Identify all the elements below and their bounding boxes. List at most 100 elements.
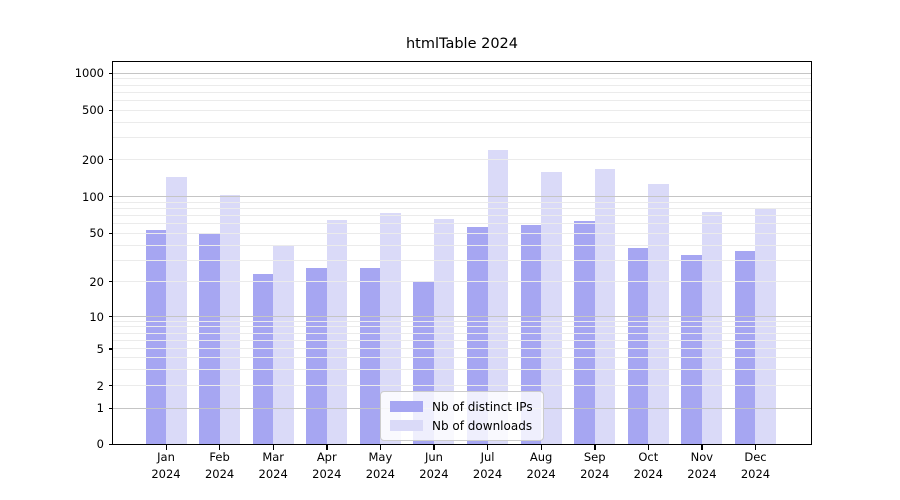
bar-downloads-may bbox=[380, 212, 401, 444]
minor-gridline bbox=[113, 91, 811, 93]
x-axis-tick-label: Aug 2024 bbox=[526, 450, 556, 481]
x-axis-tickmark bbox=[594, 445, 596, 450]
legend-item-downloads: Nb of downloads bbox=[390, 416, 533, 435]
x-axis-tick-label: Sep 2024 bbox=[580, 450, 610, 481]
major-gridline bbox=[113, 316, 811, 317]
minor-gridline bbox=[113, 109, 811, 111]
bar-distinct-ips-sep bbox=[574, 221, 595, 444]
y-axis-tickmark bbox=[108, 348, 113, 350]
x-axis-tick-label: Mar 2024 bbox=[258, 450, 288, 481]
y-axis-tickmark bbox=[108, 316, 113, 318]
minor-gridline bbox=[113, 84, 811, 86]
minor-gridline bbox=[113, 357, 811, 359]
x-axis-tickmark bbox=[272, 445, 274, 450]
x-axis-tick-label: Feb 2024 bbox=[204, 450, 235, 481]
x-axis-tickmark bbox=[647, 445, 650, 450]
minor-gridline bbox=[113, 320, 811, 322]
minor-gridline bbox=[113, 368, 811, 370]
minor-gridline bbox=[113, 326, 811, 328]
y-axis-tickmark bbox=[108, 443, 113, 445]
minor-gridline bbox=[113, 281, 811, 283]
bar-downloads-sep bbox=[594, 169, 616, 444]
bar-downloads-oct bbox=[648, 184, 669, 444]
minor-gridline bbox=[113, 244, 811, 246]
x-axis-tickmark bbox=[754, 445, 757, 450]
x-axis-tick-label: Jul 2024 bbox=[472, 450, 503, 481]
y-axis-tickmark bbox=[108, 232, 113, 235]
y-axis-tick-label: 0 bbox=[96, 437, 104, 451]
minor-gridline bbox=[113, 99, 811, 101]
legend-swatch-distinct-ips bbox=[390, 401, 423, 412]
minor-gridline bbox=[113, 201, 811, 203]
x-axis-tick-label: Dec 2024 bbox=[740, 450, 771, 481]
minor-gridline bbox=[113, 207, 811, 209]
x-axis-tickmark bbox=[433, 445, 435, 450]
y-axis-tick-label: 500 bbox=[82, 103, 104, 117]
minor-gridline bbox=[113, 259, 811, 261]
bar-distinct-ips-oct bbox=[627, 247, 649, 444]
legend-label-downloads: Nb of downloads bbox=[432, 418, 533, 433]
bar-downloads-jan bbox=[166, 176, 187, 444]
minor-gridline bbox=[113, 339, 811, 341]
y-axis-tickmark bbox=[108, 281, 113, 283]
y-axis-tickmark bbox=[108, 196, 113, 198]
bar-distinct-ips-nov bbox=[681, 255, 702, 444]
bar-distinct-ips-apr bbox=[306, 267, 327, 444]
minor-gridline bbox=[113, 223, 811, 225]
bar-distinct-ips-feb bbox=[199, 234, 220, 444]
x-axis-tick-label: May 2024 bbox=[365, 450, 395, 481]
y-axis-tickmark bbox=[108, 109, 113, 111]
bar-distinct-ips-may bbox=[359, 267, 381, 444]
minor-gridline bbox=[113, 215, 811, 217]
y-axis-tick-label: 2 bbox=[96, 378, 104, 393]
bar-downloads-nov bbox=[701, 211, 723, 444]
x-axis-tickmark bbox=[540, 445, 542, 450]
y-axis-tickmark bbox=[108, 385, 113, 387]
legend-label-distinct-ips: Nb of distinct IPs bbox=[432, 399, 533, 414]
x-axis-tickmark bbox=[165, 445, 167, 450]
bar-distinct-ips-aug bbox=[520, 225, 542, 444]
bar-distinct-ips-jan bbox=[145, 230, 166, 444]
x-axis-tickmark bbox=[487, 445, 489, 450]
minor-gridline bbox=[113, 385, 811, 386]
bar-downloads-jun bbox=[433, 218, 455, 444]
legend: Nb of distinct IPs Nb of downloads bbox=[380, 391, 544, 441]
minor-gridline bbox=[113, 137, 811, 139]
bar-downloads-aug bbox=[541, 171, 562, 444]
x-axis-tickmark bbox=[379, 445, 382, 450]
minor-gridline bbox=[113, 332, 811, 334]
x-axis-tickmark bbox=[701, 445, 703, 450]
y-axis-tick-label: 5 bbox=[96, 341, 104, 356]
y-axis-tick-label: 100 bbox=[82, 189, 104, 204]
bar-downloads-feb bbox=[219, 195, 241, 444]
x-axis-tick-label: Jun 2024 bbox=[419, 450, 449, 481]
x-axis-tickmark bbox=[326, 445, 328, 450]
bar-distinct-ips-mar bbox=[252, 274, 274, 444]
x-axis-tick-label: Oct 2024 bbox=[633, 450, 663, 481]
minor-gridline bbox=[113, 348, 811, 350]
bar-downloads-mar bbox=[273, 245, 294, 444]
x-axis-tick-label: Apr 2024 bbox=[312, 450, 342, 481]
legend-item-distinct-ips: Nb of distinct IPs bbox=[390, 397, 533, 416]
bar-distinct-ips-dec bbox=[734, 250, 756, 444]
y-axis-tick-label: 20 bbox=[89, 274, 104, 289]
minor-gridline bbox=[113, 232, 811, 234]
y-axis-tickmark bbox=[108, 407, 113, 409]
bar-downloads-apr bbox=[326, 220, 348, 444]
major-gridline bbox=[113, 196, 811, 198]
y-axis-tickmark bbox=[108, 72, 113, 75]
y-axis-tickmark bbox=[108, 159, 113, 161]
x-axis-tick-label: Nov 2024 bbox=[687, 450, 717, 481]
y-axis-tick-label: 10 bbox=[89, 309, 104, 324]
major-gridline bbox=[113, 72, 811, 74]
minor-gridline bbox=[113, 159, 811, 161]
minor-gridline bbox=[113, 78, 811, 80]
minor-gridline bbox=[113, 121, 811, 123]
x-axis-tickmark bbox=[219, 445, 221, 450]
y-axis-tick-label: 50 bbox=[89, 226, 104, 241]
legend-swatch-downloads bbox=[390, 420, 423, 431]
x-axis-tick-label: Jan 2024 bbox=[151, 450, 181, 481]
y-axis-tick-label: 1000 bbox=[74, 66, 104, 81]
y-axis-tick-label: 200 bbox=[82, 152, 104, 167]
